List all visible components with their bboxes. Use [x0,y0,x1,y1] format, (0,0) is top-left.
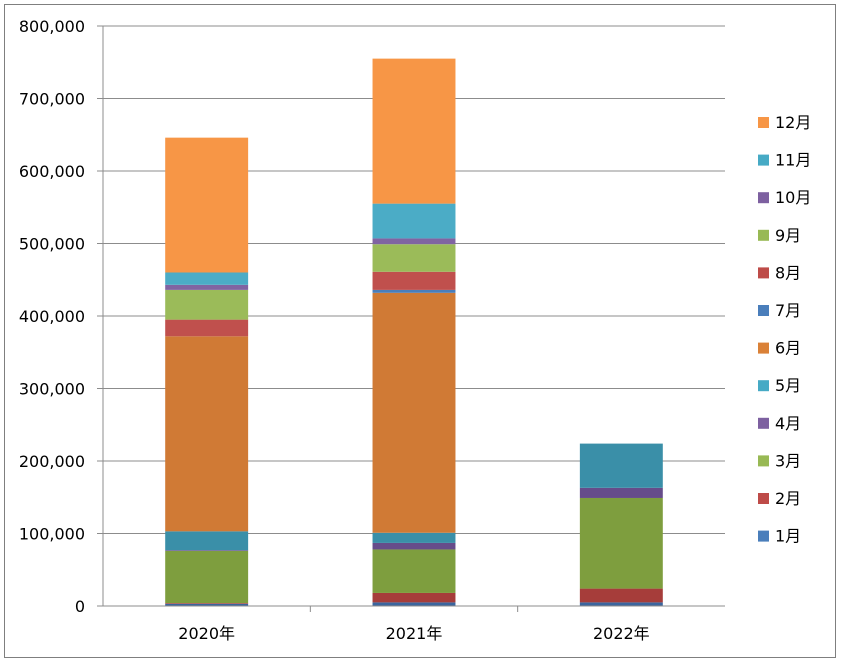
legend-label: 5月 [775,376,801,395]
bar-segment-12 [372,58,456,204]
y-tick-label: 600,000 [19,162,85,181]
x-tick-label: 2022年 [593,624,650,643]
x-tick-label: 2021年 [386,624,443,643]
bar-segment-3 [372,549,456,593]
bar-segment-10 [372,238,456,245]
bar-segment-5 [579,443,663,488]
y-tick-label: 400,000 [19,307,85,326]
y-axis-tick-labels: 0 100,000 200,000 300,000 400,000 500,000 600,… [19,17,85,616]
legend-swatch [758,493,769,504]
bar-segment-11 [165,272,249,285]
y-tick-label: 300,000 [19,380,85,399]
bar-segment-1 [165,603,249,606]
axes [97,25,725,612]
bar-segment-1 [579,602,663,606]
bar-segment-4 [579,487,663,498]
bar-segment-4 [165,550,249,551]
legend-swatch [758,267,769,279]
y-tick-label: 800,000 [19,17,85,36]
legend-label: 7月 [775,301,801,320]
bar-segment-2 [165,603,249,604]
legend-swatch [758,154,769,166]
legend-swatch [758,342,769,354]
legend-swatch [758,229,769,241]
x-axis-tick-labels: 2020年 2021年 2022年 [178,624,649,643]
bar-segment-4 [372,542,456,550]
legend-label: 8月 [775,263,801,282]
bar-segment-3 [579,497,663,589]
y-tick-label: 500,000 [19,235,85,254]
legend-label: 12月 [775,113,811,132]
bar-segment-7 [372,289,456,293]
legend-label: 6月 [775,339,801,358]
bar-segment-2 [372,592,456,603]
bar-segment-8 [165,319,249,337]
legend-label: 9月 [775,226,801,245]
y-tick-label: 700,000 [19,90,85,109]
legend-label: 3月 [775,451,801,470]
bar-segment-9 [372,244,456,272]
legend-label: 11月 [775,151,811,170]
legend: 12月 11月 10月 9月 8月 7月 6月 5月 4月 3月 2月 1月 [758,113,811,546]
bars [165,58,663,606]
bar-segment-5 [165,531,249,551]
bar-segment-6 [372,292,456,533]
bar-segment-11 [372,203,456,239]
legend-swatch [758,305,769,316]
bar-segment-6 [165,336,249,532]
legend-label: 2月 [775,489,801,508]
y-tick-label: 0 [75,597,85,616]
bar-segment-5 [372,532,456,543]
legend-label: 1月 [775,527,801,546]
bar-segment-9 [165,289,249,320]
bar-segment-2 [579,588,663,603]
bar-segment-10 [165,284,249,290]
legend-swatch [758,530,769,542]
legend-swatch [758,117,769,128]
y-tick-label: 200,000 [19,452,85,471]
legend-swatch [758,380,769,392]
bar-segment-1 [372,602,456,606]
legend-label: 10月 [775,188,811,207]
y-tick-label: 100,000 [19,525,85,544]
bar-segment-12 [165,137,249,273]
bar-segment-3 [165,550,249,604]
legend-swatch [758,417,769,429]
legend-swatch [758,192,769,204]
legend-label: 4月 [775,414,801,433]
legend-swatch [758,455,769,467]
x-tick-label: 2020年 [178,624,235,643]
bar-segment-8 [372,271,456,290]
